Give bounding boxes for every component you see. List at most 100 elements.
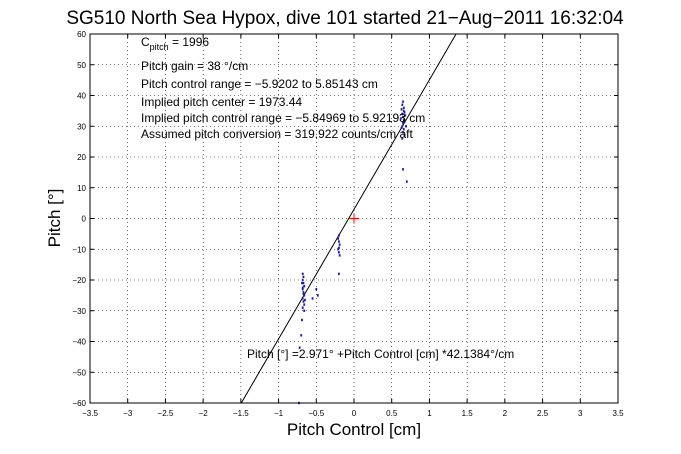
data-point xyxy=(403,111,406,114)
data-point xyxy=(402,118,405,122)
annotation-implied-center: Implied pitch center = 1973.44 xyxy=(141,95,302,109)
data-point xyxy=(302,291,305,294)
data-point xyxy=(303,284,306,288)
annotation-c-pitch: Cpitch = 1996 xyxy=(141,35,209,52)
y-tick-label: 20 xyxy=(77,153,86,162)
data-point xyxy=(401,112,404,116)
y-tick-label: −40 xyxy=(72,338,86,347)
y-tick-label: 30 xyxy=(77,122,86,131)
data-point xyxy=(405,180,408,183)
annotation-c-pitch-sub: pitch xyxy=(150,42,169,52)
data-point xyxy=(302,292,305,296)
data-point xyxy=(302,275,305,279)
y-axis-ticks: −60 −50 −40 −30 −20 −10 0 10 20 30 40 50 60 xyxy=(72,30,618,408)
data-point xyxy=(338,234,340,237)
data-point xyxy=(402,128,405,131)
x-tick-label: 3 xyxy=(578,409,583,418)
data-point xyxy=(338,254,341,257)
data-point xyxy=(301,286,304,289)
x-tick-label: 2.5 xyxy=(537,409,549,418)
data-point xyxy=(301,281,303,285)
data-point xyxy=(402,109,405,113)
x-tick-label: −3 xyxy=(123,409,133,418)
x-tick-label: −0.5 xyxy=(308,409,324,418)
y-tick-label: −60 xyxy=(72,399,86,408)
data-point xyxy=(402,168,404,171)
annotation-block: Cpitch = 1996 Pitch gain = 38 °/cm Pitch… xyxy=(141,35,514,361)
data-point xyxy=(303,303,306,306)
data-point xyxy=(337,237,340,240)
data-point xyxy=(338,240,340,243)
y-tick-label: −10 xyxy=(72,245,86,254)
x-tick-label: 0.5 xyxy=(386,409,398,418)
y-axis-label: Pitch [°] xyxy=(45,189,64,248)
data-point xyxy=(338,251,340,254)
gridlines xyxy=(90,34,618,403)
data-point xyxy=(300,334,303,337)
data-point xyxy=(301,272,304,276)
data-point xyxy=(338,246,340,249)
x-axis-label: Pitch Control [cm] xyxy=(287,420,421,439)
y-tick-label: 60 xyxy=(77,30,86,39)
annotation-control-range: Pitch control range = −5.9202 to 5.85143… xyxy=(141,77,378,91)
data-point xyxy=(301,318,303,322)
fit-line xyxy=(240,33,457,404)
data-point xyxy=(301,288,304,291)
y-tick-label: −30 xyxy=(72,307,86,316)
data-point xyxy=(302,300,305,303)
center-marker xyxy=(349,213,359,224)
data-point xyxy=(402,121,404,125)
x-tick-label: −3.5 xyxy=(82,409,98,418)
data-point xyxy=(315,288,318,291)
y-tick-label: 40 xyxy=(77,92,86,101)
data-point xyxy=(311,297,314,300)
annotation-implied-range: Implied pitch control range = −5.84969 t… xyxy=(141,111,425,125)
y-tick-label: 10 xyxy=(77,184,86,193)
annotation-assumed-conversion: Assumed pitch conversion = 319.922 count… xyxy=(141,127,413,141)
data-point xyxy=(316,294,319,297)
data-point xyxy=(401,103,404,106)
data-point xyxy=(401,137,404,140)
y-tick-label: −20 xyxy=(72,276,86,285)
data-point xyxy=(302,281,305,285)
data-point xyxy=(399,117,402,120)
annotation-gain: Pitch gain = 38 °/cm xyxy=(141,59,248,73)
data-point xyxy=(402,100,404,103)
data-point xyxy=(301,297,304,300)
data-point xyxy=(404,114,407,117)
data-point xyxy=(405,125,407,128)
annotation-fit-equation: Pitch [°] =2.971° +Pitch Control [cm] *4… xyxy=(247,347,514,361)
annotation-c-pitch-value: = 1996 xyxy=(169,35,210,49)
x-tick-label: −1.5 xyxy=(233,409,249,418)
x-tick-label: 3.5 xyxy=(612,409,624,418)
data-point xyxy=(403,120,406,123)
x-tick-label: −2.5 xyxy=(158,409,174,418)
chart-title: SG510 North Sea Hypox, dive 101 started … xyxy=(66,8,624,29)
data-point xyxy=(337,248,340,251)
data-point xyxy=(400,108,403,111)
x-tick-label: 1 xyxy=(427,409,432,418)
data-point xyxy=(402,106,405,109)
data-point xyxy=(303,294,306,297)
data-point xyxy=(400,126,403,129)
y-tick-label: −50 xyxy=(72,368,86,377)
data-point xyxy=(301,306,304,309)
data-point xyxy=(338,243,341,246)
x-tick-label: 0 xyxy=(352,409,357,418)
data-point xyxy=(402,131,404,134)
y-tick-label: 50 xyxy=(77,61,86,70)
data-point xyxy=(338,272,340,276)
plot-frame xyxy=(89,33,619,404)
data-point xyxy=(304,298,306,302)
x-tick-label: 1.5 xyxy=(462,409,474,418)
data-point xyxy=(298,346,301,349)
x-tick-label: −1 xyxy=(274,409,284,418)
x-tick-label: 2 xyxy=(503,409,508,418)
data-point xyxy=(402,115,404,119)
data-points xyxy=(298,100,408,405)
data-point xyxy=(403,134,406,137)
data-point xyxy=(303,309,306,312)
data-point xyxy=(401,125,404,128)
annotation-c-pitch-main: C xyxy=(141,35,150,49)
